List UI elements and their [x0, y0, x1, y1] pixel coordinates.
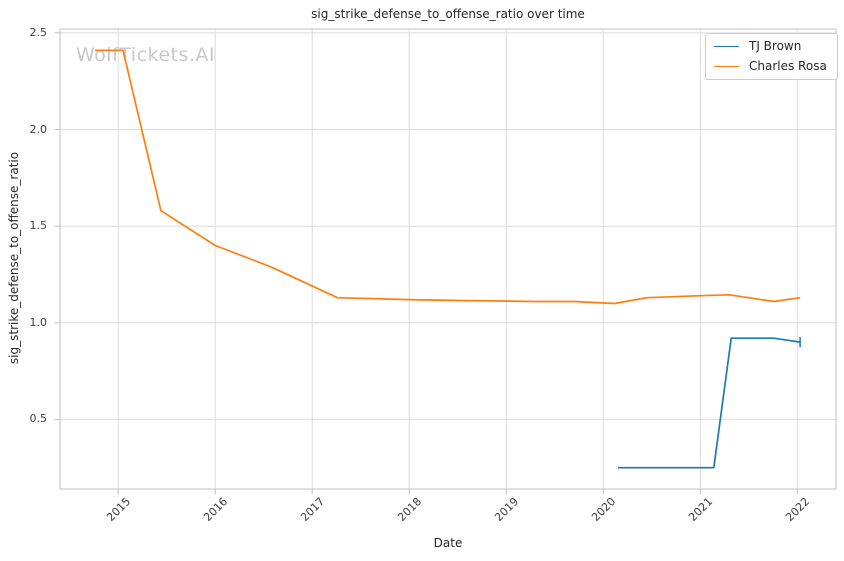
- x-axis-label: Date: [433, 536, 463, 550]
- legend-item-charles-rosa: Charles Rosa: [714, 59, 827, 74]
- plot-border: [59, 28, 837, 490]
- y-tick-label: 1.0: [29, 315, 48, 329]
- legend-item-tj-brown: TJ Brown: [714, 39, 827, 54]
- y-tick-label: 0.5: [29, 412, 48, 426]
- y-tick-label: 2.5: [29, 25, 48, 39]
- y-tick-label: 2.0: [29, 122, 48, 136]
- series-line-tj-brown: [617, 337, 801, 469]
- series-line-charles-rosa: [94, 49, 801, 305]
- legend-label: TJ Brown: [749, 39, 802, 53]
- chart-title: sig_strike_defense_to_offense_ratio over…: [311, 7, 585, 21]
- y-axis-label: sig_strike_defense_to_offense_ratio: [7, 151, 21, 365]
- legend-swatch-charles-rosa: [714, 66, 739, 67]
- legend-swatch-tj-brown: [714, 46, 739, 47]
- legend-label: Charles Rosa: [749, 59, 827, 73]
- y-tick-label: 1.5: [29, 219, 48, 233]
- legend: TJ Brown Charles Rosa: [705, 33, 838, 80]
